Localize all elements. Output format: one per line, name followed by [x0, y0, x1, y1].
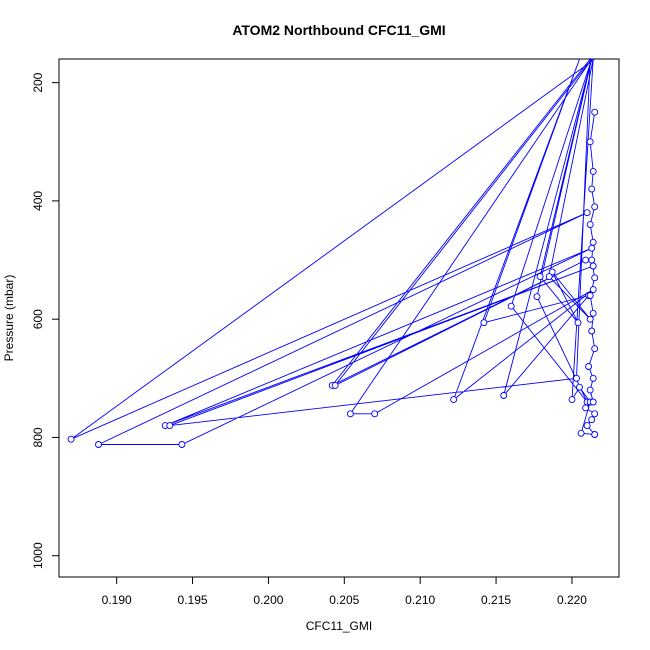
data-point — [178, 441, 186, 448]
data-point — [545, 273, 553, 281]
data-point — [574, 319, 582, 327]
data-point — [591, 431, 599, 438]
data-point — [576, 383, 583, 391]
data-point — [589, 262, 597, 270]
data-point — [591, 410, 599, 418]
data-point — [589, 286, 597, 294]
data-point — [480, 319, 488, 327]
data-point — [589, 167, 597, 175]
data-point — [591, 108, 599, 116]
x-axis: 0.190 0.195 0.200 0.205 0.210 0.215 0.220 — [102, 576, 587, 607]
data-point — [586, 292, 594, 299]
data-point — [568, 396, 576, 404]
data-point — [582, 404, 590, 412]
data-point — [586, 221, 594, 229]
data-point — [95, 441, 102, 448]
data-point — [589, 374, 597, 382]
data-point — [591, 274, 599, 282]
data-point — [583, 422, 591, 430]
data-point — [588, 416, 596, 424]
data-point — [331, 381, 339, 389]
data-point — [500, 392, 508, 399]
data-point — [577, 429, 585, 437]
data-point — [586, 315, 594, 323]
data-point — [589, 398, 597, 406]
data-point — [536, 273, 544, 281]
data-point — [589, 309, 597, 317]
x-tick-label: 0.200 — [253, 593, 283, 607]
data-layer — [67, 57, 599, 448]
y-tick-label: 200 — [31, 72, 45, 92]
x-tick-label: 0.195 — [178, 593, 208, 607]
x-axis-label: CFC11_GMI — [306, 619, 372, 633]
data-point — [586, 138, 594, 146]
data-point — [588, 244, 596, 252]
data-point — [346, 410, 354, 418]
data-point — [533, 293, 541, 301]
data-point — [583, 209, 591, 217]
data-point — [582, 256, 590, 264]
data-point — [166, 422, 174, 430]
y-axis: 200 400 600 800 1000 — [31, 72, 60, 569]
data-point — [589, 238, 597, 246]
data-point — [588, 327, 596, 335]
y-tick-label: 600 — [31, 309, 45, 329]
data-point — [591, 203, 599, 211]
data-point — [591, 345, 599, 353]
data-point — [450, 396, 458, 404]
x-tick-label: 0.215 — [481, 593, 511, 607]
x-tick-label: 0.205 — [329, 593, 359, 607]
data-point — [586, 386, 594, 394]
chart-title: ATOM2 Northbound CFC11_GMI — [232, 22, 445, 38]
x-tick-label: 0.210 — [405, 593, 435, 607]
plot-frame — [58, 58, 620, 578]
y-axis-label: Pressure (mbar) — [2, 275, 16, 362]
data-point — [371, 410, 379, 418]
data-point — [585, 363, 593, 370]
y-tick-label: 800 — [31, 427, 45, 447]
y-tick-label: 1000 — [31, 542, 45, 569]
data-point — [573, 374, 580, 382]
y-tick-label: 400 — [31, 191, 45, 211]
data-point — [67, 435, 75, 443]
data-point — [507, 302, 515, 310]
data-point — [588, 185, 596, 193]
x-tick-label: 0.190 — [102, 593, 132, 607]
x-tick-label: 0.220 — [557, 593, 587, 607]
data-point — [588, 256, 596, 264]
